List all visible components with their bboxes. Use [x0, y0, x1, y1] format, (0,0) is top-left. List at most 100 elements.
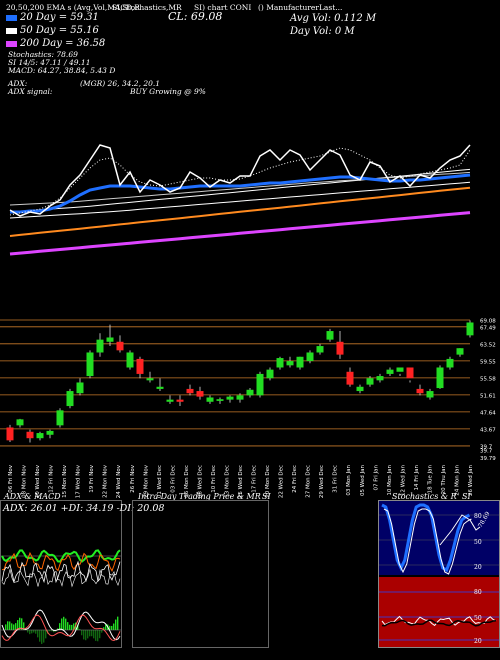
- date-tick-label: 07 Fri Jan: [373, 464, 379, 490]
- date-tick-label: 20 Thu Jan: [441, 464, 447, 494]
- date-tick-label: 06 Fri Nov: [8, 464, 14, 493]
- candle-body: [176, 399, 184, 402]
- candle-body: [386, 369, 394, 374]
- date-tick-label: 12 Fri Nov: [49, 464, 55, 493]
- date-tick-label: 12 Wed Jan: [400, 464, 406, 495]
- date-tick-label: 15 Wed Dec: [238, 465, 244, 498]
- date-tick-label: 27 Mon Dec: [306, 465, 312, 498]
- candle-body: [16, 419, 24, 426]
- si-value: SI 14/5: 47.11 / 49.11: [8, 58, 91, 67]
- ema50-value: 50 Day = 55.16: [20, 25, 99, 36]
- ema50-swatch: [6, 28, 17, 34]
- date-tick-label: 17 Fri Dec: [252, 465, 258, 493]
- date-tick-label: 29 Wed Dec: [319, 465, 325, 498]
- candle-body: [276, 358, 284, 368]
- date-tick-label: 19 Fri Nov: [89, 464, 95, 493]
- price-tick-label: 63.52: [480, 342, 496, 348]
- stoch-tick-80: 80: [474, 513, 482, 520]
- candlesticks: [6, 320, 474, 443]
- date-tick-label: 08 Mon Nov: [22, 464, 28, 498]
- candle-body: [356, 386, 364, 392]
- header-line1-right: SI) chart CONI: [194, 3, 252, 12]
- candle-body: [216, 399, 224, 401]
- candle-body: [76, 382, 84, 394]
- price-tick-label: 39.7: [480, 444, 493, 450]
- ema200-line: [9, 211, 471, 256]
- stoch-title-right: SI: [462, 492, 471, 501]
- date-tick-label: 01 Wed Dec: [157, 465, 163, 498]
- candle-body: [196, 391, 204, 397]
- close-price: CL: 69.08: [168, 10, 223, 23]
- candle-body: [236, 395, 244, 400]
- price-tick-label: 43.67: [480, 427, 496, 433]
- price-tick-label: 39.7: [480, 448, 493, 454]
- date-tick-label: 08 Wed Dec: [197, 465, 203, 498]
- intraday-title-right: SI: [262, 492, 271, 501]
- date-tick-label: 15 Mon Nov: [62, 464, 68, 498]
- candle-body: [266, 369, 274, 379]
- date-tick-label: 14 Fri Jan: [414, 464, 420, 490]
- ema200-value: 200 Day = 36.58: [20, 38, 106, 49]
- candle-body: [256, 373, 264, 396]
- adx-readout: ADX: 26.01 +DI: 34.19 -DI: 20.08: [3, 503, 165, 514]
- ema20-swatch: [6, 15, 17, 21]
- ema50-line-b: [9, 168, 471, 213]
- candle-body: [466, 322, 474, 336]
- candle-body: [316, 346, 324, 353]
- candle-body: [106, 337, 114, 342]
- price-tick-label: 67.49: [480, 325, 496, 331]
- candle-body: [206, 397, 214, 402]
- ema-lines: [9, 144, 471, 256]
- close-line: [9, 144, 471, 217]
- candle-body: [336, 341, 344, 355]
- date-tick-label: 24 Fri Dec: [292, 465, 298, 493]
- date-tick-label: 24 Wed Nov: [116, 464, 122, 498]
- ema-line-c: [9, 171, 471, 206]
- ema200-swatch: [6, 41, 17, 47]
- date-tick-label: 06 Mon Dec: [184, 465, 190, 498]
- date-tick-label: 26 Wed Jan: [468, 464, 474, 495]
- adx-macd-panel: [0, 500, 122, 648]
- price-tick-label: 59.55: [480, 359, 496, 365]
- date-tick-label: 31 Fri Dec: [333, 465, 339, 493]
- intraday-title: Intra Day Trading Price & MR: [138, 492, 261, 501]
- candle-body: [6, 427, 14, 441]
- rsi-tick-20: 20: [474, 638, 482, 645]
- price-tick-label: 55.58: [480, 376, 496, 382]
- macd-value: MACD: 64.27, 38.84, 5.43 D: [8, 66, 116, 75]
- date-tick-label: 20 Mon Dec: [265, 465, 271, 498]
- price-tick-label: 47.64: [480, 410, 496, 416]
- date-tick-label: 17 Wed Nov: [76, 464, 82, 498]
- price-tick-label: 39.79: [480, 456, 496, 462]
- price-tick-label: 51.61: [480, 393, 496, 399]
- date-tick-label: 22 Mon Nov: [103, 464, 109, 498]
- candle-body: [456, 348, 464, 355]
- price-tick-label: 69.08: [480, 319, 496, 325]
- adx-mid: (MGR) 26, 34.2, 20.1: [80, 79, 161, 88]
- candle-body: [306, 352, 314, 362]
- candle-body: [326, 331, 334, 340]
- candle-body: [366, 378, 374, 385]
- ema50-line-a: [9, 181, 471, 219]
- candle-body: [346, 371, 354, 385]
- orange-line: [9, 186, 471, 237]
- header-line1-mid: SI,Stochastics,MR: [112, 3, 182, 12]
- candle-body: [246, 389, 254, 396]
- header-line1-far: () ManufacturerLast...: [258, 3, 343, 12]
- stoch-title: Stochastics & R: [392, 492, 457, 501]
- candle-body: [86, 352, 94, 377]
- date-tick-label: 03 Mon Jan: [346, 464, 352, 495]
- date-tick-label: 18 Tue Jan: [427, 464, 433, 493]
- stochastics-value: Stochastics: 78.69: [8, 50, 78, 59]
- candle-body: [96, 339, 104, 353]
- date-tick-label: 03 Fri Dec: [170, 465, 176, 493]
- candle-body: [446, 358, 454, 368]
- candle-body: [426, 391, 434, 398]
- date-tick-label: 29 Mon Nov: [143, 464, 149, 498]
- candle-body: [416, 388, 424, 394]
- candle-body: [36, 433, 44, 439]
- adx-macd-title: ADX & MACD: [4, 492, 61, 501]
- candle-body: [146, 378, 154, 381]
- rsi-tick-80: 80: [474, 589, 482, 596]
